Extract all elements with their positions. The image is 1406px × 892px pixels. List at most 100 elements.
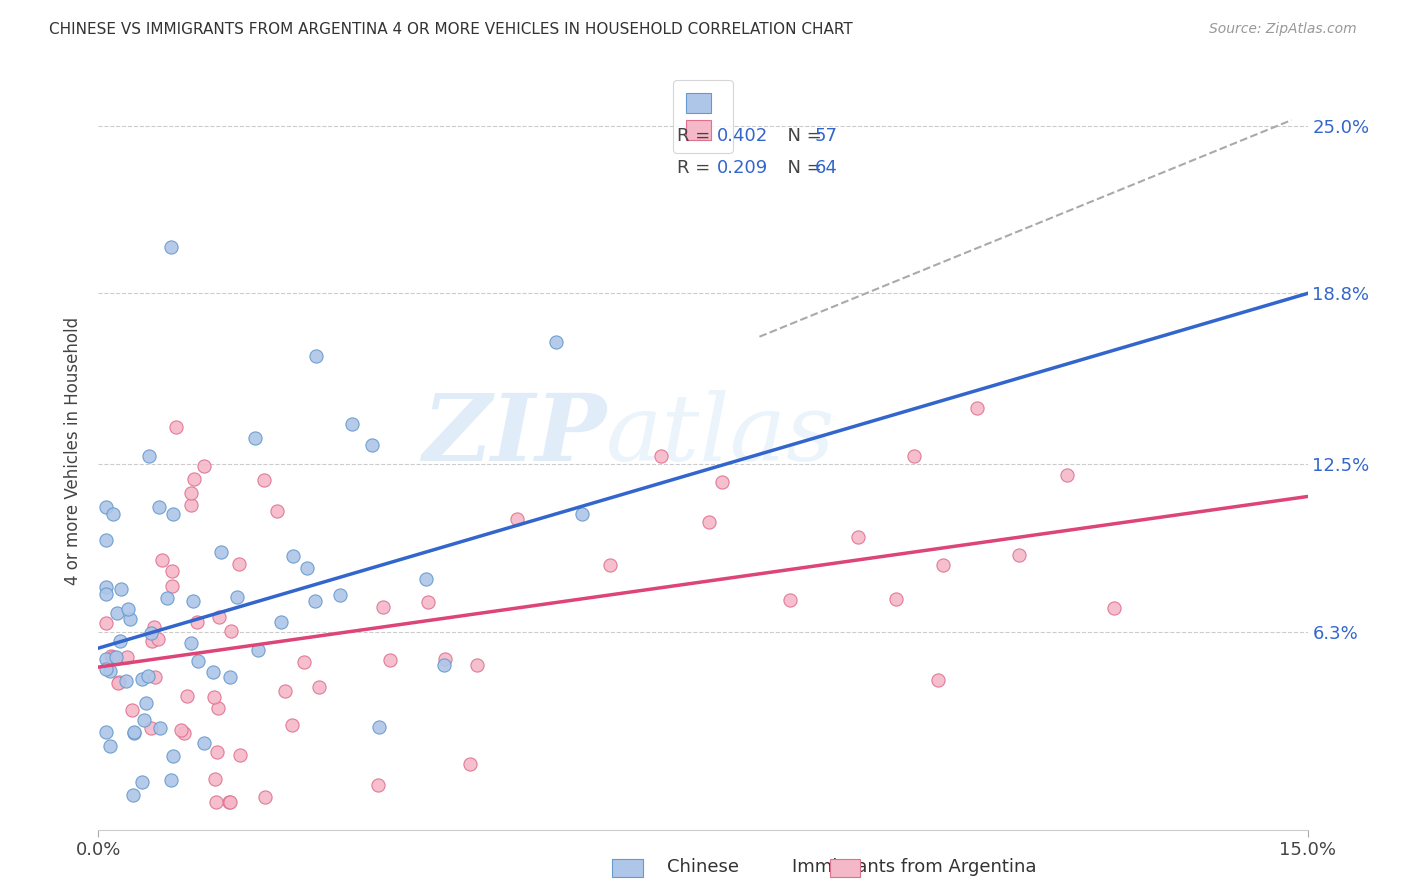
Point	[180, 486, 202, 500]
Text: 0.209: 0.209	[717, 159, 768, 178]
Point	[160, 564, 183, 578]
Point	[966, 401, 988, 416]
Point	[711, 475, 734, 490]
Point	[304, 594, 326, 608]
Point	[243, 431, 266, 445]
Point	[219, 624, 242, 638]
Point	[1008, 548, 1031, 562]
Point	[218, 796, 240, 810]
Point	[118, 611, 141, 625]
Text: N =: N =	[776, 128, 827, 145]
Point	[329, 588, 352, 602]
Point	[96, 662, 118, 676]
Point	[96, 580, 118, 594]
Point	[160, 579, 183, 593]
Point	[225, 590, 247, 604]
Point	[193, 458, 215, 473]
Point	[368, 720, 391, 734]
Point	[219, 670, 242, 684]
Text: CHINESE VS IMMIGRANTS FROM ARGENTINA 4 OR MORE VEHICLES IN HOUSEHOLD CORRELATION: CHINESE VS IMMIGRANTS FROM ARGENTINA 4 O…	[49, 22, 853, 37]
Point	[142, 620, 165, 634]
Point	[931, 558, 953, 572]
Text: R =: R =	[678, 128, 716, 145]
Point	[141, 634, 163, 648]
Point	[204, 796, 226, 810]
Text: Immigrants from Argentina: Immigrants from Argentina	[792, 858, 1036, 876]
Text: Source: ZipAtlas.com: Source: ZipAtlas.com	[1209, 22, 1357, 37]
Point	[305, 349, 328, 363]
Point	[465, 657, 488, 672]
Point	[96, 586, 118, 600]
Point	[115, 673, 138, 688]
Point	[122, 725, 145, 739]
Text: 64: 64	[815, 159, 838, 178]
Point	[208, 610, 231, 624]
Point	[135, 696, 157, 710]
Point	[254, 789, 277, 804]
Point	[98, 664, 121, 678]
Point	[96, 533, 118, 548]
Point	[131, 775, 153, 789]
Point	[162, 749, 184, 764]
Point	[433, 658, 456, 673]
Point	[187, 654, 209, 668]
Text: Chinese: Chinese	[666, 858, 740, 876]
Point	[96, 500, 118, 515]
Point	[183, 472, 205, 486]
Point	[599, 558, 621, 573]
Point	[173, 726, 195, 740]
Point	[292, 655, 315, 669]
Text: atlas: atlas	[606, 391, 835, 480]
Point	[361, 438, 384, 452]
Point	[156, 591, 179, 605]
Point	[546, 335, 568, 350]
Point	[110, 582, 132, 597]
Text: 57: 57	[815, 128, 838, 145]
Point	[273, 684, 295, 698]
Point	[207, 700, 229, 714]
Point	[117, 601, 139, 615]
Point	[149, 722, 172, 736]
Point	[193, 736, 215, 750]
Text: ZIP: ZIP	[422, 391, 606, 480]
Point	[107, 606, 129, 620]
Point	[202, 690, 225, 704]
Point	[367, 778, 389, 792]
Point	[209, 545, 232, 559]
Text: R =: R =	[678, 159, 716, 178]
Point	[202, 665, 225, 680]
Point	[846, 530, 869, 544]
Text: 0.402: 0.402	[717, 128, 768, 145]
Point	[115, 649, 138, 664]
Point	[204, 772, 226, 786]
Text: N =: N =	[776, 159, 827, 178]
Point	[138, 669, 160, 683]
Point	[903, 450, 925, 464]
Point	[371, 599, 394, 614]
Y-axis label: 4 or more Vehicles in Household: 4 or more Vehicles in Household	[65, 317, 83, 584]
Point	[340, 417, 363, 431]
Point	[416, 595, 439, 609]
Point	[1056, 468, 1078, 483]
Point	[219, 796, 242, 810]
Point	[100, 648, 122, 663]
Point	[148, 500, 170, 514]
Point	[380, 653, 402, 667]
Point	[108, 633, 131, 648]
Point	[146, 632, 169, 646]
Point	[96, 725, 118, 739]
Point	[228, 557, 250, 571]
Point	[229, 748, 252, 763]
Point	[433, 652, 456, 666]
Point	[96, 615, 118, 630]
Point	[138, 449, 160, 463]
Point	[458, 757, 481, 772]
Point	[105, 650, 128, 665]
Point	[170, 723, 193, 738]
Point	[150, 553, 173, 567]
Point	[884, 591, 907, 606]
Point	[779, 593, 801, 607]
Point	[139, 721, 162, 735]
Point	[266, 504, 288, 518]
Point	[281, 718, 304, 732]
